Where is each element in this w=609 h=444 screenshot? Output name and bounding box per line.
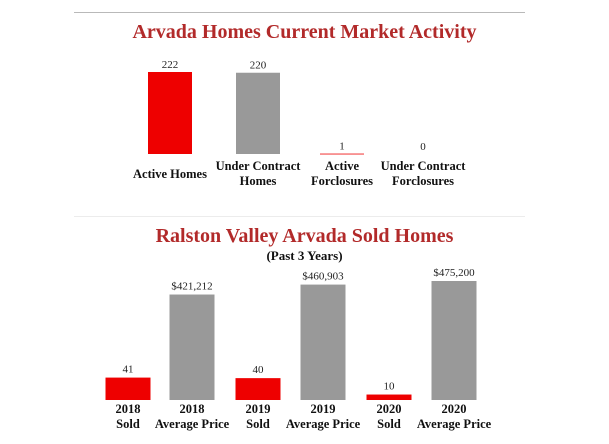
value-label-2: $421,212 [171, 281, 212, 293]
category-label-2: Under Contract Homes [216, 159, 302, 188]
value-label-1: 222 [162, 59, 179, 71]
bar-3 [235, 378, 281, 400]
value-label-3: 1 [339, 141, 345, 153]
bar-3 [320, 153, 364, 155]
category-label-4: Under Contract Forclosures [381, 159, 467, 188]
category-label-1: Active Homes [133, 167, 207, 181]
category-label-6: 2020 Average Price [417, 402, 492, 431]
chart-2-title: Ralston Valley Arvada Sold Homes [155, 225, 454, 247]
bar-4 [300, 284, 346, 400]
value-label-1: 41 [123, 364, 134, 376]
value-label-2: 220 [250, 60, 267, 72]
value-label-3: 40 [253, 364, 265, 376]
category-label-5: 2020 Sold [377, 402, 402, 431]
chart-1-title: Arvada Homes Current Market Activity [132, 21, 477, 43]
category-label-4: 2019 Average Price [286, 402, 361, 431]
value-label-6: $475,200 [433, 267, 475, 279]
bar-2 [236, 72, 280, 154]
bar-2 [169, 294, 215, 400]
bar-5 [366, 394, 412, 400]
category-label-2: 2018 Average Price [155, 402, 230, 431]
market-activity-chart: 222 220 1 0 Active Homes Under Contract Homes A… [133, 59, 467, 188]
category-label-3: 2019 Sold [246, 402, 271, 431]
value-label-4: $460,903 [302, 271, 344, 283]
value-label-5: 10 [384, 381, 396, 393]
top-divider [74, 12, 525, 13]
value-label-4: 0 [420, 141, 426, 153]
category-label-3: Active Forclosures [311, 159, 373, 188]
category-label-1: 2018 Sold [116, 402, 141, 431]
bar-1 [105, 377, 151, 400]
section-divider [74, 216, 525, 217]
chart-2-subtitle: (Past 3 Years) [266, 248, 343, 263]
bar-1 [148, 72, 192, 154]
bar-6 [431, 281, 477, 400]
